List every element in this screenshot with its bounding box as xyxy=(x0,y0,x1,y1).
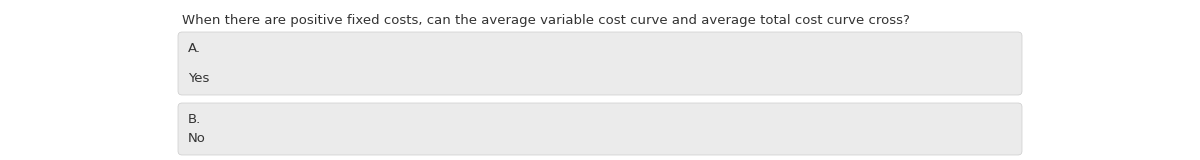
FancyBboxPatch shape xyxy=(178,103,1022,155)
FancyBboxPatch shape xyxy=(178,32,1022,95)
Text: When there are positive fixed costs, can the average variable cost curve and ave: When there are positive fixed costs, can… xyxy=(182,14,910,27)
Text: Yes: Yes xyxy=(188,72,209,85)
Text: No: No xyxy=(188,132,206,145)
Text: B.: B. xyxy=(188,113,202,126)
Text: A.: A. xyxy=(188,42,202,55)
